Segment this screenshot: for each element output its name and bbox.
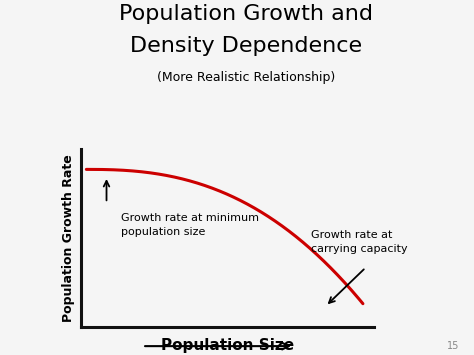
Text: 15: 15 xyxy=(447,342,460,351)
Text: Growth rate at minimum
population size: Growth rate at minimum population size xyxy=(121,213,259,237)
Text: Density Dependence: Density Dependence xyxy=(130,36,363,55)
Text: (More Realistic Relationship): (More Realistic Relationship) xyxy=(157,71,336,84)
Text: Population Growth and: Population Growth and xyxy=(119,4,374,23)
Text: Growth rate at
carrying capacity: Growth rate at carrying capacity xyxy=(311,230,408,254)
X-axis label: Population Size: Population Size xyxy=(161,338,294,353)
Y-axis label: Population Growth Rate: Population Growth Rate xyxy=(62,154,75,322)
